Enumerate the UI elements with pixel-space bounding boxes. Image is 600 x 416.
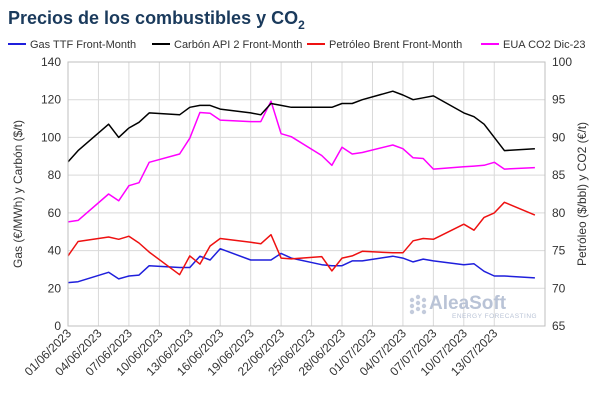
right-tick-label: 100	[552, 55, 572, 69]
right-tick-label: 75	[552, 244, 566, 258]
left-axis-label: Gas (€/MWh) y Carbón ($/t)	[11, 120, 25, 268]
right-tick-label: 85	[552, 168, 566, 182]
legend-label: Petróleo Brent Front-Month	[329, 39, 462, 51]
legend-label: Gas TTF Front-Month	[30, 39, 136, 51]
series-lines	[67, 90, 536, 284]
x-axis-ticks: 01/06/202304/06/202307/06/202310/06/2023…	[22, 326, 501, 379]
gridlines	[67, 61, 545, 327]
right-axis-label: Petróleo ($/bbl) y CO2 (€/t)	[575, 122, 589, 266]
left-axis-ticks: 0 20 40 60 80 100 120 140	[41, 55, 61, 333]
chart-legend: Gas TTF Front-Month Carbón API 2 Front-Mo…	[8, 39, 586, 51]
right-tick-label: 65	[552, 319, 566, 333]
plot-area-border	[67, 61, 546, 327]
left-tick-label: 60	[48, 206, 62, 220]
logo-tagline: ENERGY FORECASTING	[452, 313, 537, 320]
chart-title-subscript: 2	[298, 18, 305, 32]
legend-label: Carbón API 2 Front-Month	[174, 39, 302, 51]
series-line-gas-ttf-front-month	[67, 247, 535, 284]
left-tick-label: 40	[48, 244, 62, 258]
left-tick-label: 100	[41, 130, 61, 144]
right-tick-label: 70	[552, 281, 566, 295]
left-tick-label: 0	[54, 319, 61, 333]
chart-title-main: Precios de los combustibles y CO	[8, 8, 298, 28]
aleasoft-logo: AleaSoft ENERGY FORECASTING	[409, 293, 537, 320]
right-tick-label: 80	[552, 206, 566, 220]
logo-mark-icon	[409, 294, 427, 315]
right-tick-label: 95	[552, 93, 566, 107]
right-axis-ticks: 65 70 75 80 85 90 95 100	[552, 55, 572, 333]
left-tick-label: 120	[41, 93, 61, 107]
chart-title: Precios de los combustibles y CO2	[8, 8, 305, 32]
series-line-petroleo-brent-front-month	[67, 201, 536, 276]
legend-label: EUA CO2 Dic-23	[503, 39, 586, 51]
logo-name: AleaSoft	[429, 293, 507, 314]
series-line-eua-co2-dic-23	[67, 100, 535, 223]
left-tick-label: 20	[48, 281, 62, 295]
right-tick-label: 90	[552, 130, 566, 144]
left-tick-label: 140	[41, 55, 61, 69]
series-line-carbon-api-2-front-month	[67, 90, 535, 163]
left-tick-label: 80	[48, 168, 62, 182]
